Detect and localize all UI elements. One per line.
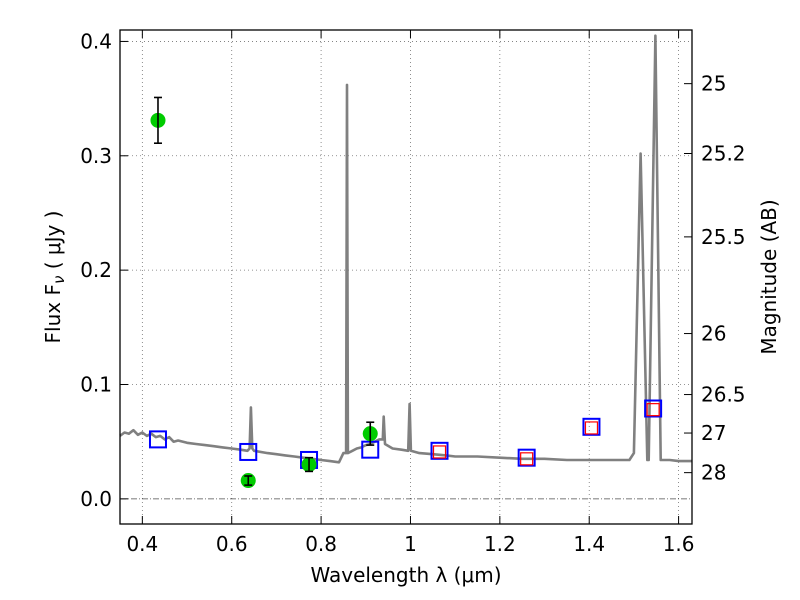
- upper-limit-point: [646, 403, 660, 417]
- data-points: [148, 96, 663, 489]
- y2-axis-label: Magnitude (AB): [757, 199, 781, 354]
- y-tick-label: 0.1: [80, 372, 112, 396]
- y2-tick-label: 28: [701, 461, 726, 485]
- x-tick-label: 1.4: [573, 532, 605, 556]
- model-band-point: [582, 417, 601, 436]
- x-tick-label: 0.8: [305, 532, 337, 556]
- plot-axes: 0.4 0.6 0.8 1 1.2 1.4 1.6 0.0 0.1 0.2 0.3 0.4 25 25.2…: [80, 29, 746, 556]
- x-axis-label: Wavelength λ (μm): [310, 563, 501, 587]
- model-band-point: [239, 442, 258, 461]
- x-tick-label: 0.6: [216, 532, 248, 556]
- model-band-point: [148, 430, 167, 449]
- upper-limit-point: [432, 445, 447, 459]
- y-axis-label-subscript: ν: [50, 276, 68, 284]
- model-band-point: [517, 448, 536, 467]
- x-tick-label: 1: [404, 532, 417, 556]
- plot-frame: [119, 29, 693, 525]
- y2-tick-label: 25: [701, 72, 726, 96]
- y-tick-label: 0.4: [80, 29, 112, 53]
- y2-tick-label: 25.5: [701, 225, 746, 249]
- upper-limit-point: [520, 452, 534, 466]
- grid-lines: [120, 30, 692, 524]
- y-tick-label: 0.0: [80, 487, 112, 511]
- y-axis-label: Flux Fν ( μJy ): [41, 211, 68, 344]
- x-tick-label: 1.2: [484, 532, 516, 556]
- x-tick-label: 0.4: [126, 532, 158, 556]
- upper-limit-point: [584, 421, 599, 435]
- y-tick-label: 0.3: [80, 144, 112, 168]
- model-band-point: [644, 399, 663, 418]
- y2-tick-label: 25.2: [701, 142, 746, 166]
- x-tick-label: 1.6: [663, 532, 695, 556]
- model-band-point: [430, 441, 449, 460]
- model-spectrum-line: [119, 34, 692, 464]
- spectrum-path: [119, 34, 692, 464]
- y-axis-label-unit: ( μJy ): [41, 211, 65, 276]
- y2-tick-label: 26.5: [701, 383, 746, 407]
- y2-tick-label: 26: [701, 322, 726, 346]
- y-tick-label: 0.2: [80, 258, 112, 282]
- y2-tick-label: 27: [701, 421, 726, 445]
- axis-labels: Wavelength λ (μm) Flux Fν ( μJy ) Magnit…: [41, 199, 781, 587]
- y-axis-label-main: Flux F: [41, 284, 65, 343]
